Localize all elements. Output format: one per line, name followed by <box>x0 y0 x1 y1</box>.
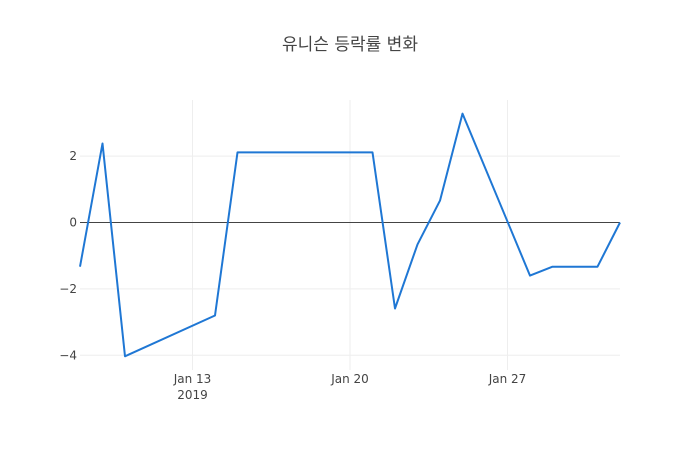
x-tick-label: Jan 20 <box>330 372 369 386</box>
y-tick-label: −2 <box>59 282 77 296</box>
y-tick-label: 2 <box>69 149 77 163</box>
y-tick-label: 0 <box>69 216 77 230</box>
y-axis-ticks: −4 −2 0 2 <box>59 149 77 362</box>
y-tick-label: −4 <box>59 348 77 362</box>
series-line <box>79 112 621 358</box>
chart-title: 유니슨 등락률 변화 <box>282 35 418 55</box>
x-tick-year-label: 2019 <box>177 388 208 402</box>
x-tick-label: Jan 27 <box>488 372 527 386</box>
x-tick-label: Jan 13 <box>173 372 212 386</box>
grid-lines <box>80 100 620 370</box>
x-axis-ticks: Jan 13 2019 Jan 20 Jan 27 <box>173 372 527 402</box>
